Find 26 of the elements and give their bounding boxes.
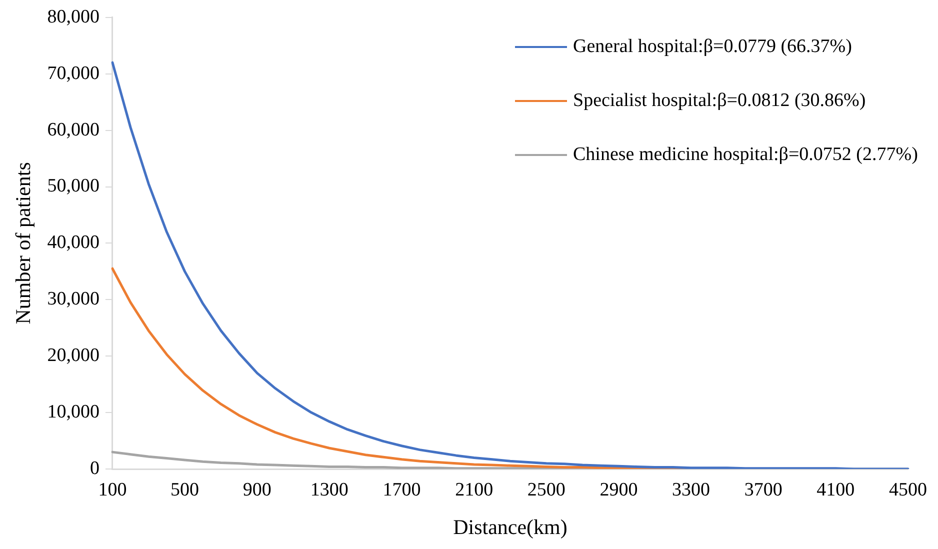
x-tick-label: 1700 [382, 479, 421, 500]
x-tick-label: 100 [98, 479, 127, 500]
x-tick-label: 2500 [527, 479, 566, 500]
x-tick-label: 2100 [455, 479, 494, 500]
legend-label: Chinese medicine hospital:β=0.0752 (2.77%) [573, 144, 918, 166]
x-tick-label: 3300 [672, 479, 710, 500]
y-tick-label: 30,000 [47, 288, 100, 310]
y-tick-label: 40,000 [47, 232, 100, 254]
y-tick-label: 70,000 [47, 62, 100, 84]
x-tick-label: 4500 [889, 479, 927, 500]
y-tick-label: 20,000 [47, 345, 100, 366]
x-tick-label: 900 [242, 479, 272, 500]
x-tick-label: 3700 [744, 479, 782, 500]
x-axis-title: Distance(km) [453, 514, 568, 539]
x-tick-label: 2900 [600, 479, 638, 500]
x-tick-label: 4100 [816, 479, 855, 500]
x-tick-label: 500 [170, 479, 200, 500]
legend-label: Specialist hospital:β=0.0812 (30.86%) [573, 90, 866, 112]
y-tick-label: 10,000 [47, 402, 100, 423]
legend-label: General hospital:β=0.0779 (66.37%) [573, 36, 852, 58]
y-tick-label: 50,000 [47, 176, 100, 197]
y-tick-label: 60,000 [47, 119, 100, 140]
x-tick-label: 1300 [310, 479, 348, 500]
y-axis-title: Number of patients [11, 162, 36, 324]
y-tick-label: 80,000 [47, 6, 100, 28]
y-tick-label: 0 [90, 458, 100, 479]
